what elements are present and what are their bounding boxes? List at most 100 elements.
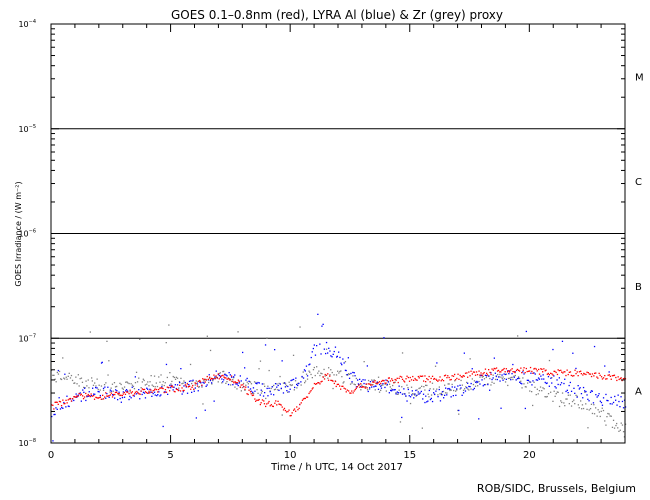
data-point xyxy=(426,401,428,403)
data-point xyxy=(488,369,490,371)
data-point xyxy=(495,367,498,369)
data-point xyxy=(128,393,130,395)
data-point xyxy=(277,389,279,391)
data-point xyxy=(541,378,543,380)
data-point xyxy=(222,381,224,383)
data-point xyxy=(226,378,228,380)
data-point xyxy=(524,386,526,388)
data-point xyxy=(621,424,624,426)
data-point xyxy=(264,344,267,346)
data-point xyxy=(450,396,452,398)
data-point xyxy=(380,384,383,386)
data-point xyxy=(469,375,471,377)
data-point xyxy=(92,387,94,389)
data-point xyxy=(296,383,298,386)
data-point xyxy=(385,379,387,381)
data-point xyxy=(578,388,580,390)
data-point xyxy=(67,399,69,401)
data-point xyxy=(605,424,607,426)
data-point xyxy=(530,372,532,374)
data-point xyxy=(214,376,216,378)
data-point xyxy=(266,403,268,405)
data-point xyxy=(208,377,211,379)
data-point xyxy=(448,376,450,379)
data-point xyxy=(270,393,272,395)
data-point xyxy=(595,407,597,409)
data-point xyxy=(558,405,561,408)
data-point xyxy=(131,391,133,393)
data-point xyxy=(578,407,580,409)
data-point xyxy=(573,399,575,401)
data-point xyxy=(601,407,603,409)
data-point xyxy=(144,391,147,393)
data-point xyxy=(314,354,317,356)
data-point xyxy=(306,396,309,398)
data-point xyxy=(615,424,617,427)
data-point xyxy=(609,415,611,417)
data-point xyxy=(515,369,518,372)
data-point xyxy=(65,376,67,378)
data-point xyxy=(446,394,448,396)
data-point xyxy=(591,390,593,392)
data-point xyxy=(323,348,325,350)
data-point xyxy=(66,402,68,404)
data-point xyxy=(522,377,524,379)
data-point xyxy=(416,389,418,391)
data-point xyxy=(330,379,332,381)
data-point xyxy=(564,405,566,407)
data-point xyxy=(425,381,427,383)
data-point xyxy=(604,375,606,377)
data-point xyxy=(510,379,512,381)
series-lyra-zr xyxy=(50,324,627,438)
data-point xyxy=(60,378,62,380)
data-point xyxy=(364,387,366,389)
data-point xyxy=(605,393,607,396)
data-point xyxy=(106,340,108,342)
data-point xyxy=(230,384,232,386)
data-point xyxy=(380,385,382,387)
data-point xyxy=(497,369,500,372)
data-point xyxy=(419,392,421,394)
data-point xyxy=(232,378,234,381)
data-point xyxy=(376,381,378,383)
data-point xyxy=(434,365,437,367)
data-point xyxy=(139,393,141,395)
data-point xyxy=(91,377,93,379)
data-point xyxy=(464,388,466,390)
data-point xyxy=(215,376,217,378)
data-point xyxy=(126,390,129,392)
data-point xyxy=(511,373,513,375)
data-point xyxy=(122,388,124,390)
data-point xyxy=(431,382,434,384)
data-point xyxy=(432,388,435,390)
data-point xyxy=(311,351,313,353)
data-point xyxy=(181,387,183,389)
data-point xyxy=(154,388,156,390)
data-point xyxy=(212,378,214,381)
data-point xyxy=(361,386,363,388)
data-point xyxy=(203,382,205,384)
data-point xyxy=(536,370,538,372)
data-point xyxy=(489,389,491,391)
data-point xyxy=(61,406,63,409)
data-point xyxy=(143,392,146,394)
data-point xyxy=(94,393,96,395)
data-point xyxy=(56,371,58,374)
data-point xyxy=(429,388,431,390)
data-point xyxy=(106,393,108,395)
data-point xyxy=(139,398,141,400)
data-point xyxy=(586,371,588,373)
data-point xyxy=(315,383,317,385)
data-point xyxy=(140,387,142,389)
data-point xyxy=(195,417,197,419)
data-point xyxy=(196,381,199,383)
data-point xyxy=(487,383,489,385)
data-point xyxy=(616,404,618,406)
data-point xyxy=(179,384,181,386)
data-point xyxy=(368,383,371,385)
data-point xyxy=(171,380,173,383)
data-point xyxy=(591,373,594,375)
data-point xyxy=(604,365,606,367)
data-point xyxy=(339,385,341,387)
data-point xyxy=(411,390,413,392)
